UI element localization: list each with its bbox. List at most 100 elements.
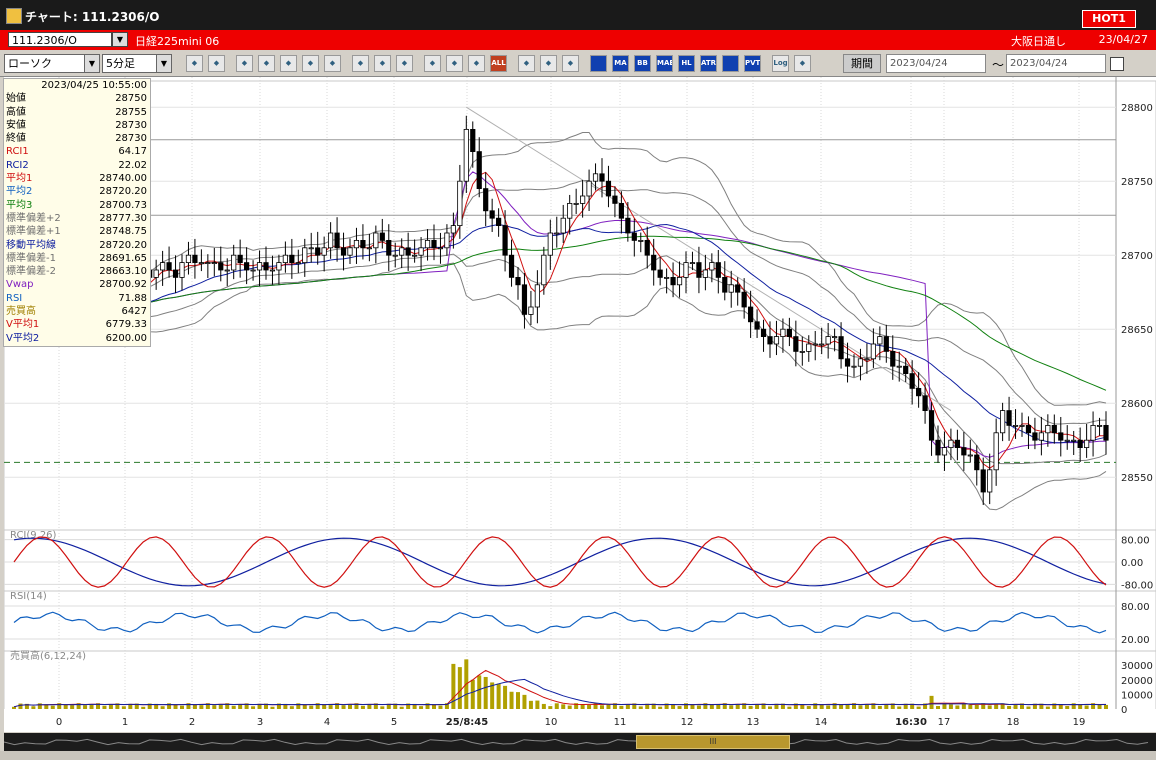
- pvt-button[interactable]: PVT: [744, 55, 761, 72]
- cursor-button[interactable]: ◆: [374, 55, 391, 72]
- date-to-input[interactable]: 2023/04/24: [1006, 54, 1106, 73]
- info-row: 高値 28755: [4, 106, 150, 119]
- tool-button-3[interactable]: ◆: [280, 55, 297, 72]
- candle-body: [974, 454, 980, 471]
- info-row: RSI 71.88: [4, 292, 150, 305]
- scrollbar-thumb[interactable]: III: [636, 735, 790, 749]
- candle-body: [554, 232, 560, 235]
- tool-button-8[interactable]: ◆: [468, 55, 485, 72]
- candle-body: [185, 254, 192, 263]
- tool-button-2[interactable]: ◆: [258, 55, 275, 72]
- tool-button-7[interactable]: ◆: [446, 55, 463, 72]
- all-button[interactable]: ALL: [490, 55, 507, 72]
- volume-bar: [684, 703, 688, 709]
- candle-body: [696, 262, 702, 278]
- candle-body: [786, 328, 792, 337]
- candle-body: [1032, 432, 1038, 441]
- chart-type-select[interactable]: ローソク ▼: [4, 54, 100, 73]
- info-label: 平均3: [6, 199, 33, 211]
- volume-bar: [335, 703, 340, 709]
- volume-bar: [360, 705, 365, 709]
- x-tick-label: 19: [1073, 717, 1086, 728]
- range-checkbox[interactable]: [1110, 57, 1124, 71]
- avg2-line: [14, 223, 1107, 444]
- ind-button-1[interactable]: [590, 55, 607, 72]
- volume-bar: [1084, 705, 1089, 709]
- tool-button-6[interactable]: ◆: [424, 55, 441, 72]
- volume-tick-label: 20000: [1121, 676, 1153, 687]
- volume-bar: [748, 705, 753, 709]
- bb-button[interactable]: BB: [634, 55, 651, 72]
- volume-bar: [76, 703, 81, 709]
- compress-button[interactable]: ◆: [208, 55, 225, 72]
- toolbar: ローソク ▼ 5分足 ▼ ◆ ◆ ◆ ◆ ◆ ◆ ◆ ◆ ◆ ◆ ◆ ◆ ◆ ALL ◆ ◆ ◆ MA BB MAE H…: [0, 51, 1156, 77]
- candle-body: [496, 217, 502, 226]
- chevron-down-icon: ▼: [84, 55, 99, 72]
- zoom-button[interactable]: ◆: [186, 55, 203, 72]
- horizontal-scrollbar[interactable]: III: [4, 733, 1156, 751]
- ind-button-2[interactable]: [722, 55, 739, 72]
- mae-button[interactable]: MAE: [656, 55, 673, 72]
- volume-bar: [987, 705, 992, 709]
- atr-button[interactable]: ATR: [700, 55, 717, 72]
- symbol-code-input[interactable]: 111.2306/O: [8, 32, 112, 47]
- volume-bar: [955, 705, 960, 709]
- candle-body: [1038, 432, 1044, 441]
- candle-body: [580, 195, 586, 204]
- volume-bar: [619, 705, 624, 709]
- chart-area[interactable]: 0 1 2 3 4 5 25/8:45 10 11 12 13 14 16:30 17 18 19 28550 2…: [4, 77, 1156, 732]
- volume-bar: [1104, 704, 1108, 709]
- ma-button-label: MA: [614, 59, 627, 67]
- tool-button-4[interactable]: ◆: [302, 55, 319, 72]
- info-label: RCI2: [6, 159, 29, 171]
- info-value: 28700.73: [99, 199, 147, 211]
- undo-button[interactable]: ◆: [396, 55, 413, 72]
- candle-body: [412, 254, 418, 257]
- volume-bar: [658, 706, 663, 709]
- color-button[interactable]: ◆: [562, 55, 579, 72]
- rci-tick-label: 80.00: [1121, 536, 1150, 547]
- chevron-down-icon: ▼: [156, 55, 171, 72]
- tool-button-1[interactable]: ◆: [236, 55, 253, 72]
- candle-body: [941, 447, 948, 456]
- hl-button[interactable]: HL: [678, 55, 695, 72]
- rci-title: RCI(9,26): [10, 530, 57, 541]
- symbol-dropdown-button[interactable]: ▼: [112, 32, 128, 47]
- volume-bar: [722, 703, 727, 709]
- candle-body: [276, 262, 282, 271]
- draw-line-button[interactable]: ◆: [352, 55, 369, 72]
- candle-body: [244, 262, 250, 271]
- wrench-icon: ◆: [545, 59, 552, 67]
- candle-body: [638, 239, 644, 242]
- volume-bar: [102, 705, 107, 709]
- rci-tick-label: -80.00: [1121, 580, 1153, 591]
- volume-bar: [864, 704, 869, 709]
- x-axis-band: [4, 709, 1156, 732]
- candle-body: [231, 254, 237, 271]
- rci-tick-label: 0.00: [1121, 558, 1143, 569]
- volume-bar: [160, 706, 165, 709]
- period-button[interactable]: 期間: [843, 54, 881, 73]
- log-button[interactable]: Log: [772, 55, 789, 72]
- y-tick-label: 28600: [1121, 399, 1153, 410]
- candle-body: [748, 306, 754, 323]
- settings-button[interactable]: ◆: [518, 55, 535, 72]
- candle-body: [172, 269, 179, 278]
- ma-button[interactable]: MA: [612, 55, 629, 72]
- candle-body: [728, 284, 734, 293]
- bars-icon: ◆: [213, 59, 220, 67]
- tools-button[interactable]: ◆: [540, 55, 557, 72]
- candle-body: [599, 173, 605, 182]
- x-tick-label: 13: [747, 717, 760, 728]
- candle-body: [166, 262, 172, 271]
- arrow-icon: ◆: [401, 59, 408, 67]
- rsi-tick-label: 20.00: [1121, 635, 1150, 646]
- interval-select[interactable]: 5分足 ▼: [102, 54, 172, 73]
- date-from-input[interactable]: 2023/04/24: [886, 54, 986, 73]
- tool-button-5[interactable]: ◆: [324, 55, 341, 72]
- volume-bar: [328, 705, 333, 709]
- volume-bar: [780, 703, 785, 709]
- export-button[interactable]: ◆: [794, 55, 811, 72]
- hot-button[interactable]: HOT1: [1082, 10, 1136, 28]
- chart-svg[interactable]: 0 1 2 3 4 5 25/8:45 10 11 12 13 14 16:30 17 18 19285502…: [4, 77, 1156, 732]
